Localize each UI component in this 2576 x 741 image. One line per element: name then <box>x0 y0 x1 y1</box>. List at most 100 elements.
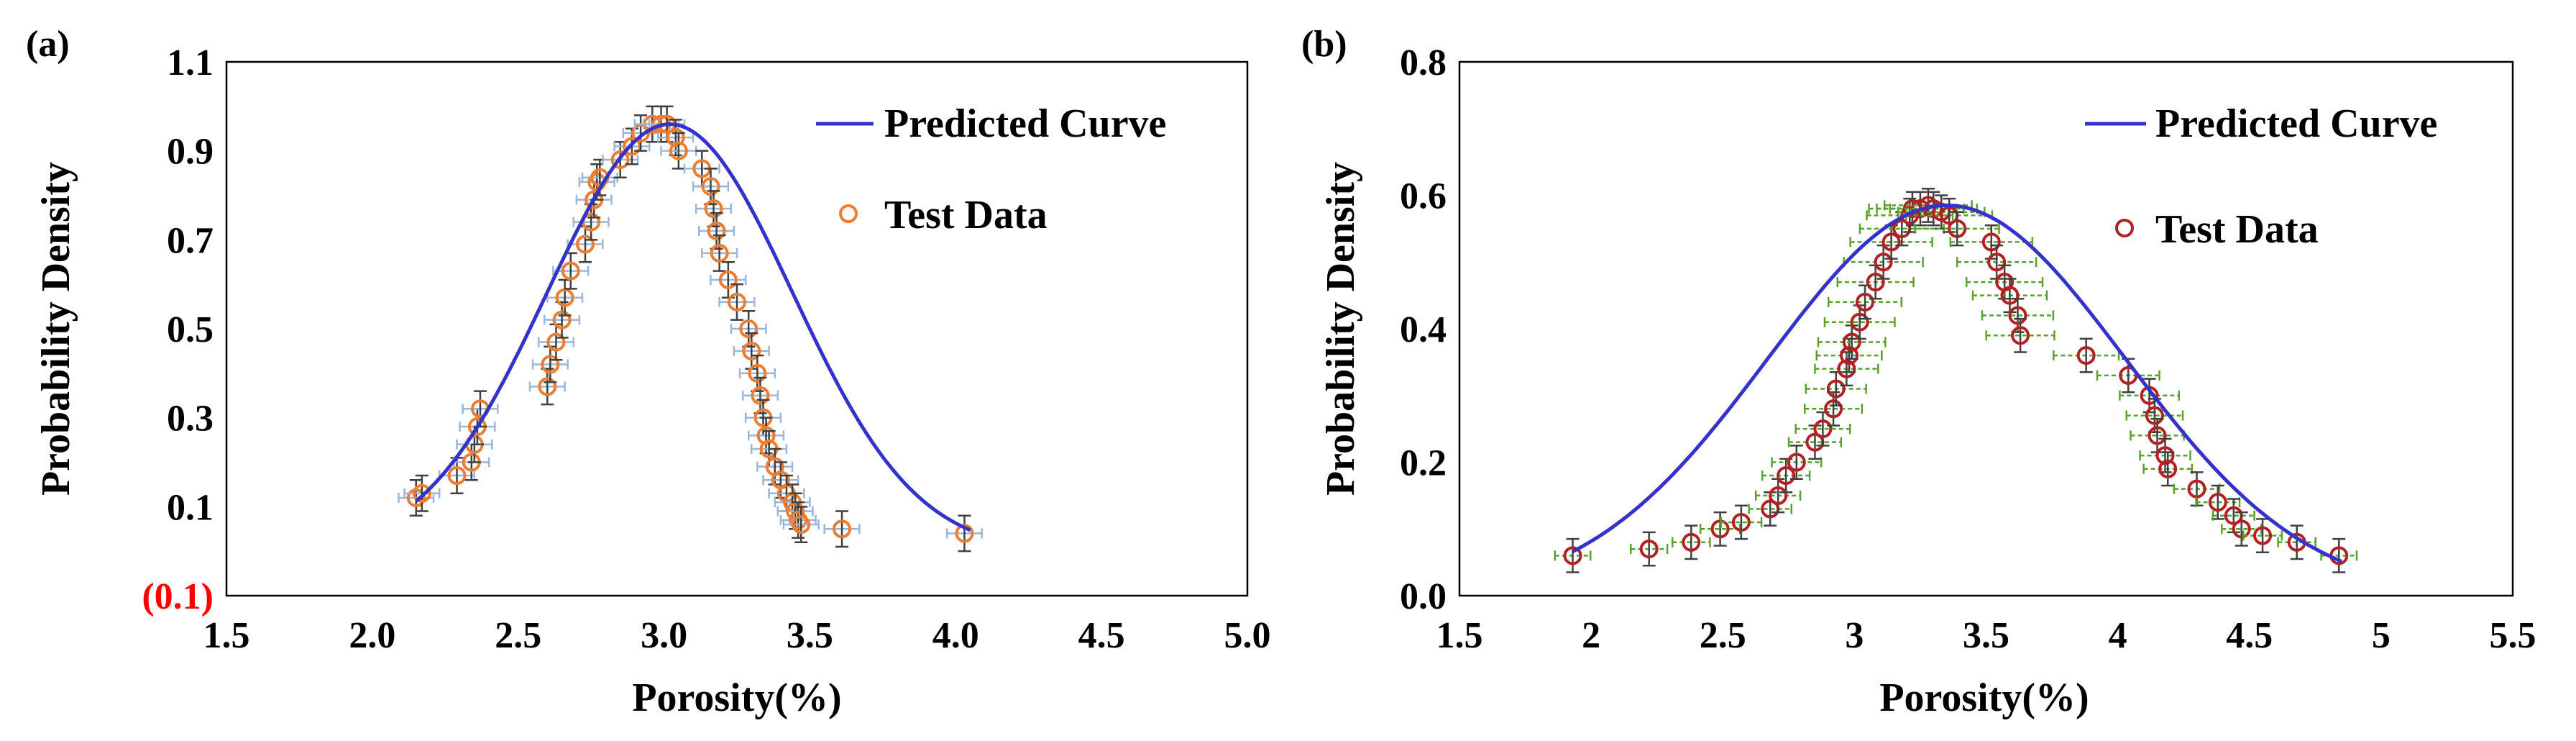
test-data-point <box>1795 411 1851 447</box>
y-tick-label: 0.7 <box>167 220 214 261</box>
y-tick-labels-b: 0.0 0.2 0.4 0.6 0.8 <box>1400 42 1447 617</box>
test-data-point <box>733 332 770 370</box>
test-data-point <box>782 506 820 544</box>
test-data-point <box>2142 451 2194 487</box>
y-tick-label: 0.0 <box>1400 576 1447 617</box>
test-data-point <box>1771 445 1823 480</box>
data-marker <box>718 270 738 289</box>
data-marker <box>2008 306 2027 325</box>
data-marker <box>631 123 651 142</box>
y-tick-label: 0.4 <box>1400 309 1447 350</box>
test-data-point <box>567 225 604 263</box>
data-marker <box>1881 232 1901 252</box>
x-tick-label: 2.5 <box>1700 615 1746 656</box>
data-points-a <box>398 105 984 553</box>
data-marker <box>2076 346 2096 365</box>
test-data-point <box>438 457 476 495</box>
test-data-point <box>1761 458 1811 494</box>
data-marker <box>2208 493 2227 512</box>
data-marker <box>792 515 811 535</box>
test-data-point <box>1971 278 2048 314</box>
test-data-point <box>692 168 730 206</box>
test-data-point <box>730 310 767 347</box>
data-marker <box>1874 253 1893 272</box>
data-marker <box>2148 426 2167 445</box>
test-data-point <box>1956 244 2038 280</box>
legend-data-label-b: Test Data <box>2155 207 2319 252</box>
data-marker <box>739 319 758 338</box>
data-marker <box>2187 479 2206 499</box>
data-marker <box>666 128 685 147</box>
test-data-point <box>1815 337 1883 373</box>
data-marker <box>1842 332 1861 352</box>
data-marker <box>2011 326 2030 345</box>
data-marker <box>751 386 770 405</box>
x-tick-label: 2 <box>1582 615 1600 656</box>
y-tick-label: 1.1 <box>167 42 214 83</box>
data-marker <box>669 141 688 160</box>
test-data-point <box>2125 398 2184 434</box>
data-marker <box>1856 292 1875 312</box>
data-marker <box>1866 273 1885 292</box>
y-tick-label: 0.5 <box>167 309 214 350</box>
test-data-point <box>1985 317 2055 353</box>
data-marker <box>1824 399 1843 419</box>
test-data-point <box>1836 264 1915 300</box>
x-tick-label: 5.0 <box>1224 615 1271 656</box>
x-axis-label-b: Porosity(%) <box>1879 676 2089 720</box>
panel-a: (a) 1.5 2.0 2.5 3.0 3.5 4.0 4.5 5.0 (0.1) 0.1 0.3… <box>26 24 1271 720</box>
y-axis-label-b: Probability Density <box>1319 162 1363 496</box>
x-tick-label: 5 <box>2372 615 2391 656</box>
data-marker <box>1777 466 1796 486</box>
x-tick-label: 1.5 <box>203 615 250 656</box>
test-data-point <box>741 376 779 414</box>
data-marker <box>1787 453 1806 472</box>
data-marker <box>707 221 726 240</box>
data-marker <box>552 310 572 329</box>
data-marker <box>833 519 852 539</box>
legend-a: Predicted Curve Test Data <box>816 101 1166 237</box>
test-data-point <box>403 474 441 512</box>
x-tick-label: 4.5 <box>1078 615 1125 656</box>
test-data-point <box>1720 504 1763 540</box>
legend-data-marker-a <box>839 204 858 223</box>
legend-data-marker-b <box>2115 219 2134 237</box>
data-marker <box>2155 446 2175 465</box>
y-tick-label: 0.1 <box>167 487 214 528</box>
data-marker <box>1987 253 2007 272</box>
x-tick-labels-b: 1.5 2 2.5 3 3.5 4 4.5 5 5.5 <box>1436 615 2536 656</box>
data-marker <box>2145 406 2164 425</box>
y-tick-label: 0.9 <box>167 132 214 173</box>
panel-label-b: (b) <box>1301 24 1347 65</box>
data-marker <box>541 355 560 374</box>
data-marker <box>710 243 729 263</box>
test-data-point <box>531 345 569 383</box>
data-marker <box>1981 232 2001 252</box>
y-tick-labels-a: (0.1) 0.1 0.3 0.5 0.7 0.9 1.1 <box>142 42 214 617</box>
y-tick-label: 0.8 <box>1400 42 1447 83</box>
test-data-point <box>747 417 785 455</box>
test-data-point <box>660 132 697 170</box>
test-data-point <box>701 234 738 272</box>
legend-data-label-a: Test Data <box>884 193 1048 237</box>
data-marker <box>2253 526 2273 545</box>
data-marker <box>1850 312 1869 332</box>
data-marker <box>1837 359 1856 378</box>
test-data-point <box>1805 371 1867 406</box>
test-data-point <box>738 354 776 392</box>
test-data-point <box>1823 304 1896 340</box>
data-marker <box>1826 379 1846 399</box>
x-tick-label: 3.0 <box>641 615 687 656</box>
data-marker <box>546 332 566 352</box>
panel-b: (b) 1.5 2 2.5 3 3.5 4 4.5 5 5.5 0.00.20.40.60.8 … <box>1301 24 2536 720</box>
x-tick-label: 4 <box>2109 615 2127 656</box>
legend-curve-label-a: Predicted Curve <box>884 101 1166 146</box>
test-data-point <box>546 278 584 317</box>
x-tick-label: 3.5 <box>1963 615 2009 656</box>
panel-label-a: (a) <box>26 24 70 65</box>
test-data-point <box>1814 351 1879 387</box>
x-tick-label: 2.0 <box>349 615 395 656</box>
x-tick-label: 3.5 <box>787 615 833 656</box>
test-data-point <box>718 283 756 321</box>
